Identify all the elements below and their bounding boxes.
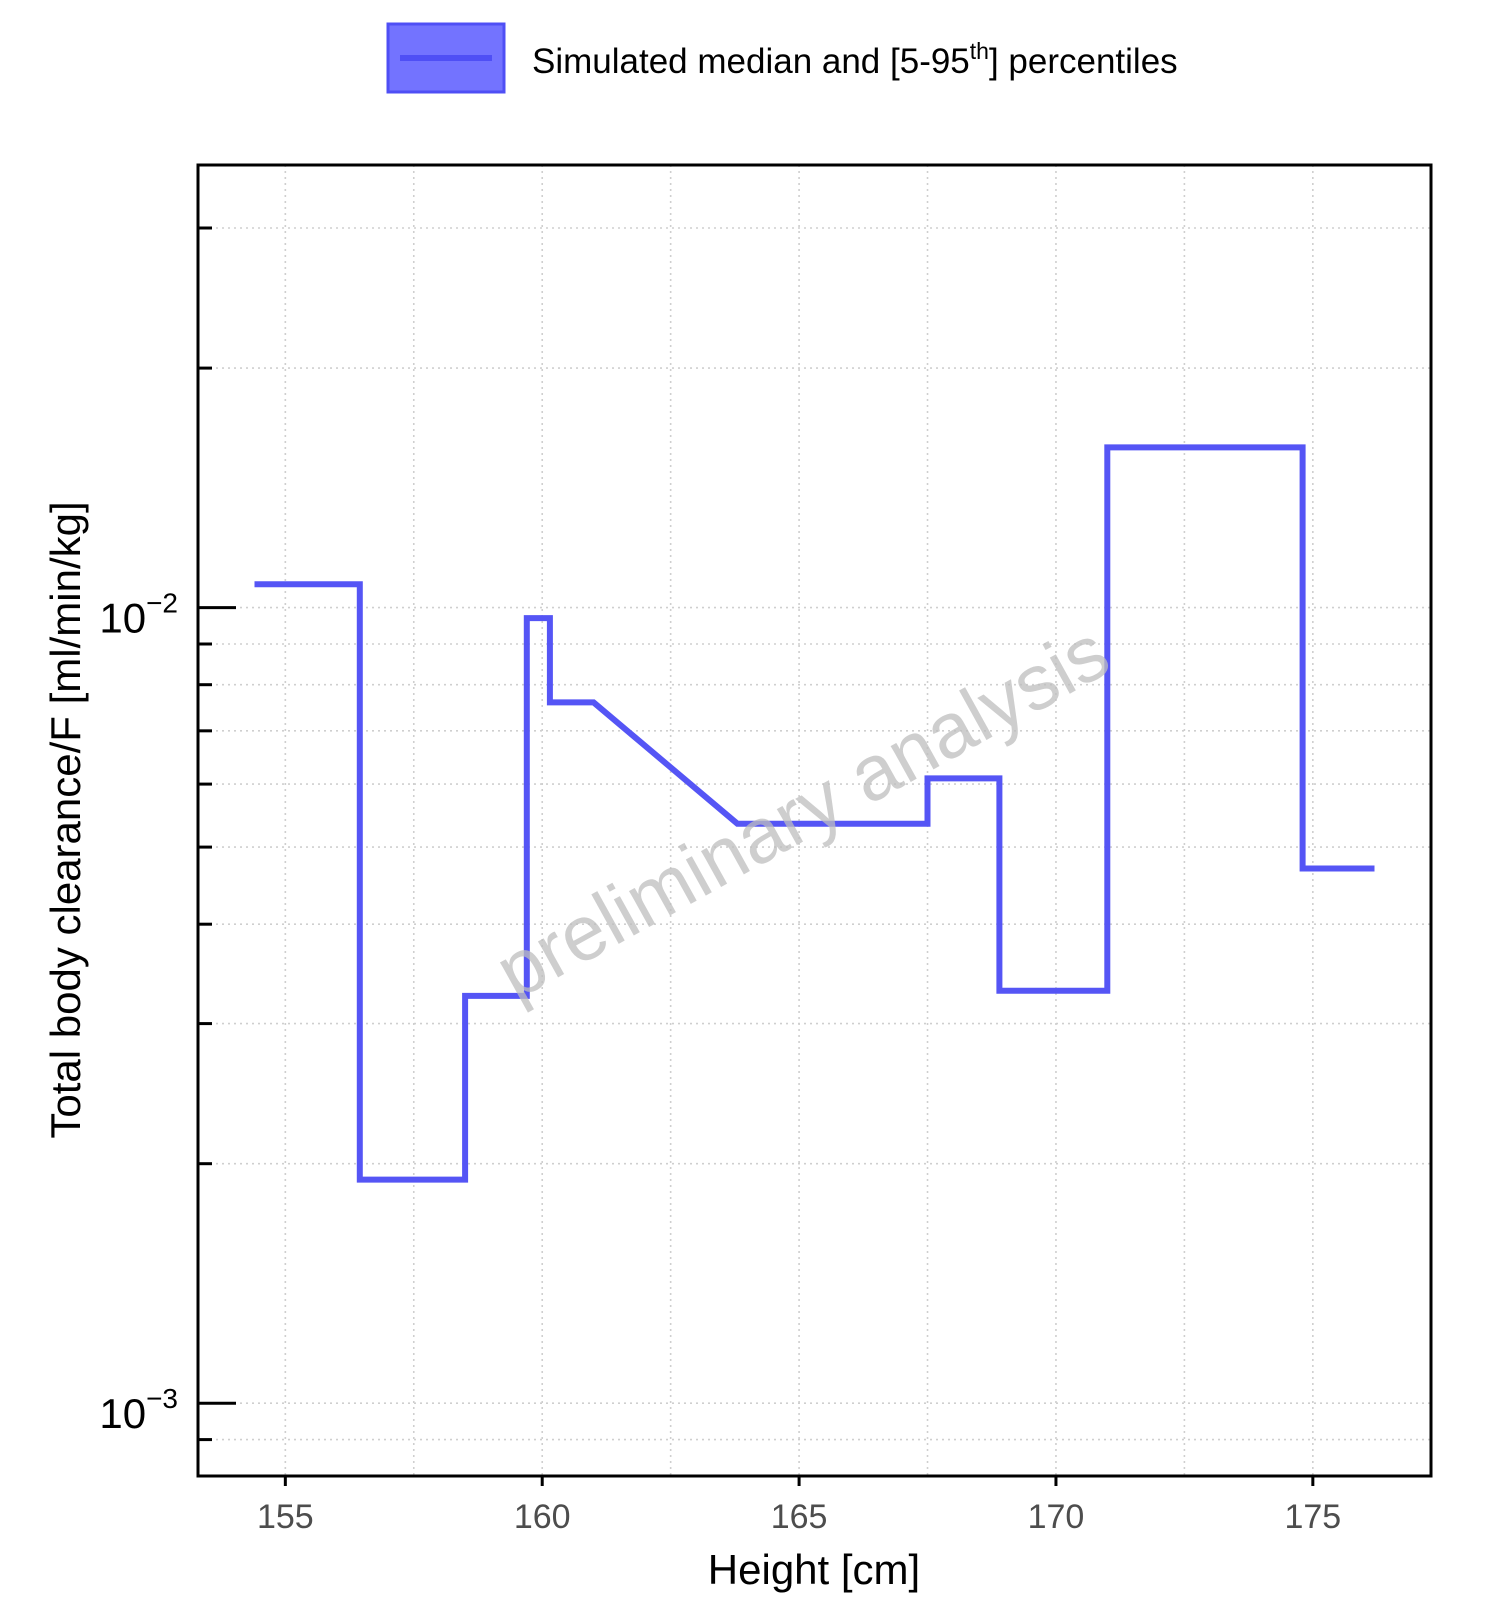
y-axis-title: Total body clearance/F [ml/min/kg] [42,501,89,1138]
y-tick-label: 10−2 [99,588,178,642]
series-layer [254,444,1375,1183]
y-tick-label: 10−3 [99,1383,178,1437]
x-tick-label: 175 [1284,1498,1341,1536]
legend-label-end: ] percentiles [989,42,1178,81]
legend-label-superscript: th [970,38,989,64]
y-tick-label-exponent: −2 [146,588,178,619]
x-tick-label: 165 [771,1498,828,1536]
plot-panel-border [196,163,1433,1478]
x-tick-label: 155 [257,1498,314,1536]
y-tick-label-base: 10 [99,1390,146,1437]
x-axis-title: Height [cm] [708,1546,920,1593]
legend: Simulated median and [5-95th] percentile… [386,22,1178,94]
y-tick-label-base: 10 [99,595,146,642]
x-tick-label: 170 [1028,1498,1085,1536]
y-tick-label-exponent: −3 [146,1383,178,1414]
x-tick-label: 160 [514,1498,571,1536]
watermark: preliminary analysis [481,607,1123,1016]
legend-label-main: Simulated median and [5-95 [532,42,970,81]
legend-label: Simulated median and [5-95th] percentile… [532,38,1178,81]
series-line [254,444,1375,1183]
